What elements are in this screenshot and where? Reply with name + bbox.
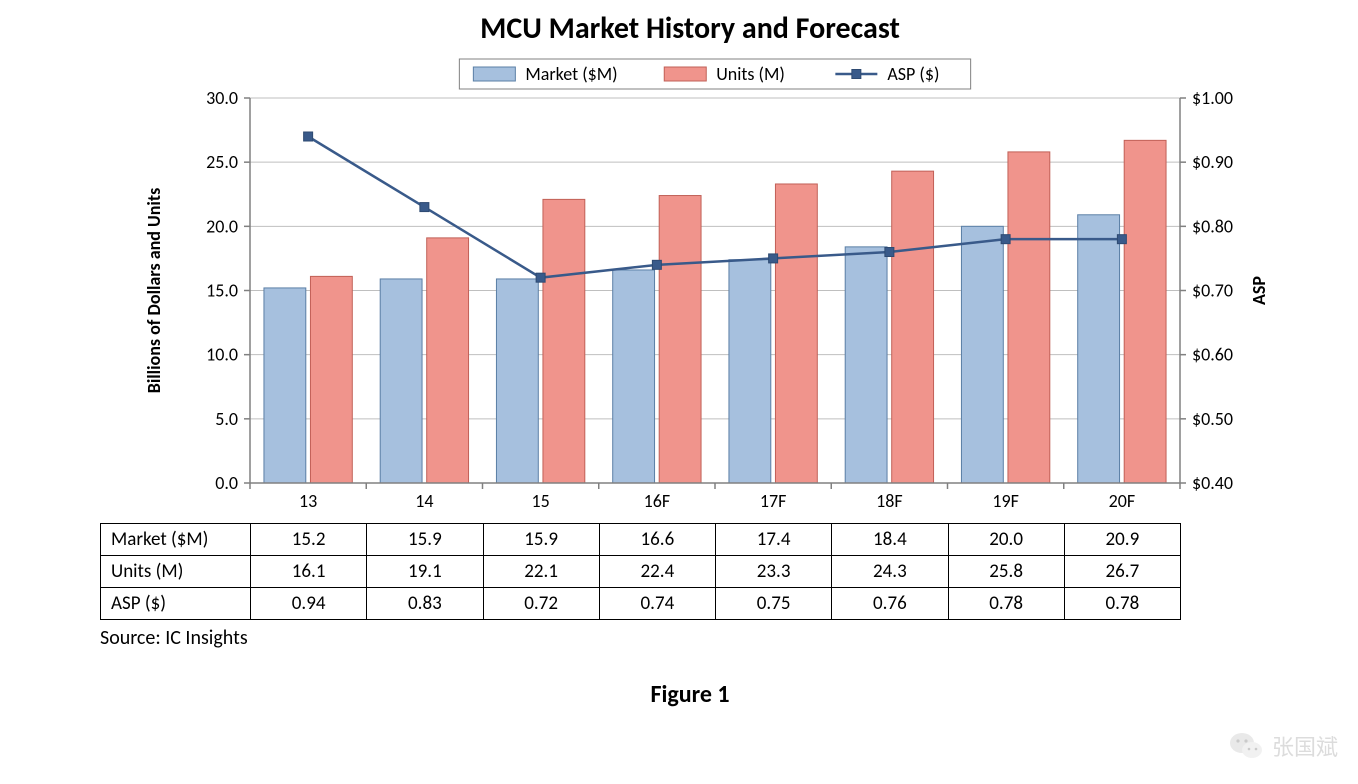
table-cell: 0.75 xyxy=(716,588,832,620)
bar-market xyxy=(845,247,887,483)
table-cell: 0.94 xyxy=(251,588,367,620)
right-tick-label: $0.70 xyxy=(1192,280,1233,302)
table-cell: 26.7 xyxy=(1064,556,1180,588)
right-axis-title: ASP xyxy=(1248,276,1270,305)
table-row-label: ASP ($) xyxy=(101,588,251,620)
left-tick-label: 5.0 xyxy=(215,408,238,430)
left-tick-label: 25.0 xyxy=(206,151,238,173)
legend-swatch xyxy=(473,67,515,81)
data-table: Market ($M)15.215.915.916.617.418.420.02… xyxy=(100,523,1181,620)
figure-container: MCU Market History and Forecast 0.0 5.0 10… xyxy=(100,10,1280,709)
bar-units xyxy=(310,276,352,483)
table-row: ASP ($)0.940.830.720.740.750.760.780.78 xyxy=(101,588,1181,620)
category-label: 18F xyxy=(876,490,903,512)
asp-marker xyxy=(420,203,429,212)
bar-market xyxy=(496,279,538,483)
asp-marker xyxy=(769,254,778,263)
left-tick-label: 20.0 xyxy=(206,215,238,237)
bar-market xyxy=(613,270,655,483)
wechat-icon xyxy=(1228,728,1264,764)
table-cell: 23.3 xyxy=(716,556,832,588)
left-tick-label: 10.0 xyxy=(206,344,238,366)
asp-marker xyxy=(1117,235,1126,244)
category-label: 15 xyxy=(532,490,550,512)
category-label: 16F xyxy=(644,490,671,512)
table-cell: 15.9 xyxy=(367,524,483,556)
table-cell: 0.76 xyxy=(832,588,948,620)
table-row-label: Units (M) xyxy=(101,556,251,588)
asp-marker xyxy=(536,273,545,282)
legend-label: Units (M) xyxy=(716,63,785,85)
table-cell: 22.1 xyxy=(483,556,599,588)
table-cell: 0.78 xyxy=(948,588,1064,620)
right-tick-label: $0.60 xyxy=(1192,344,1233,366)
bar-units xyxy=(1124,140,1166,483)
category-label: 20F xyxy=(1109,490,1136,512)
right-tick-label: $0.90 xyxy=(1192,151,1233,173)
table-cell: 15.2 xyxy=(251,524,367,556)
asp-marker xyxy=(652,260,661,269)
left-tick-label: 0.0 xyxy=(215,472,238,494)
watermark-text: 张国斌 xyxy=(1272,730,1338,762)
legend-label: ASP ($) xyxy=(887,63,939,85)
category-label: 13 xyxy=(299,490,317,512)
chart-svg: 0.0 5.0 10.0 15.0 20.0 25.0 30.0 $0.40 $0.50 $0.6… xyxy=(100,53,1280,523)
bar-market xyxy=(264,288,306,483)
legend-label: Market ($M) xyxy=(525,63,617,85)
table-cell: 17.4 xyxy=(716,524,832,556)
table-cell: 0.78 xyxy=(1064,588,1180,620)
watermark: 张国斌 xyxy=(1228,728,1338,764)
table-cell: 19.1 xyxy=(367,556,483,588)
source-text: Source: IC Insights xyxy=(100,626,1280,650)
category-label: 19F xyxy=(992,490,1019,512)
legend-swatch xyxy=(664,67,706,81)
asp-marker xyxy=(885,248,894,257)
bar-market xyxy=(961,226,1003,483)
bar-market xyxy=(380,279,422,483)
bar-units xyxy=(892,171,934,483)
figure-label: Figure 1 xyxy=(100,680,1280,709)
bar-market xyxy=(729,260,771,483)
table-cell: 20.9 xyxy=(1064,524,1180,556)
table-cell: 15.9 xyxy=(483,524,599,556)
table-cell: 0.74 xyxy=(599,588,715,620)
table-row: Market ($M)15.215.915.916.617.418.420.02… xyxy=(101,524,1181,556)
table-cell: 0.72 xyxy=(483,588,599,620)
table-cell: 18.4 xyxy=(832,524,948,556)
right-tick-label: $1.00 xyxy=(1192,87,1233,109)
bar-units xyxy=(775,184,817,483)
table-cell: 16.1 xyxy=(251,556,367,588)
table-cell: 20.0 xyxy=(948,524,1064,556)
table-cell: 0.83 xyxy=(367,588,483,620)
bar-market xyxy=(1078,215,1120,483)
left-tick-label: 30.0 xyxy=(206,87,238,109)
category-label: 14 xyxy=(415,490,433,512)
chart-plot-area: 0.0 5.0 10.0 15.0 20.0 25.0 30.0 $0.40 $0.50 $0.6… xyxy=(100,53,1280,523)
table-cell: 25.8 xyxy=(948,556,1064,588)
right-tick-label: $0.80 xyxy=(1192,215,1233,237)
table-cell: 24.3 xyxy=(832,556,948,588)
left-axis-title: Billions of Dollars and Units xyxy=(143,188,165,394)
legend-marker xyxy=(852,70,861,79)
bar-units xyxy=(659,196,701,483)
asp-marker xyxy=(304,132,313,141)
table-cell: 16.6 xyxy=(599,524,715,556)
right-tick-label: $0.40 xyxy=(1192,472,1233,494)
chart-title: MCU Market History and Forecast xyxy=(100,10,1280,47)
category-label: 17F xyxy=(760,490,787,512)
asp-marker xyxy=(1001,235,1010,244)
table-row-label: Market ($M) xyxy=(101,524,251,556)
bar-units xyxy=(1008,152,1050,483)
left-tick-label: 15.0 xyxy=(206,280,238,302)
bar-units xyxy=(543,199,585,483)
right-tick-label: $0.50 xyxy=(1192,408,1233,430)
bar-units xyxy=(427,238,469,483)
table-row: Units (M)16.119.122.122.423.324.325.826.… xyxy=(101,556,1181,588)
table-cell: 22.4 xyxy=(599,556,715,588)
